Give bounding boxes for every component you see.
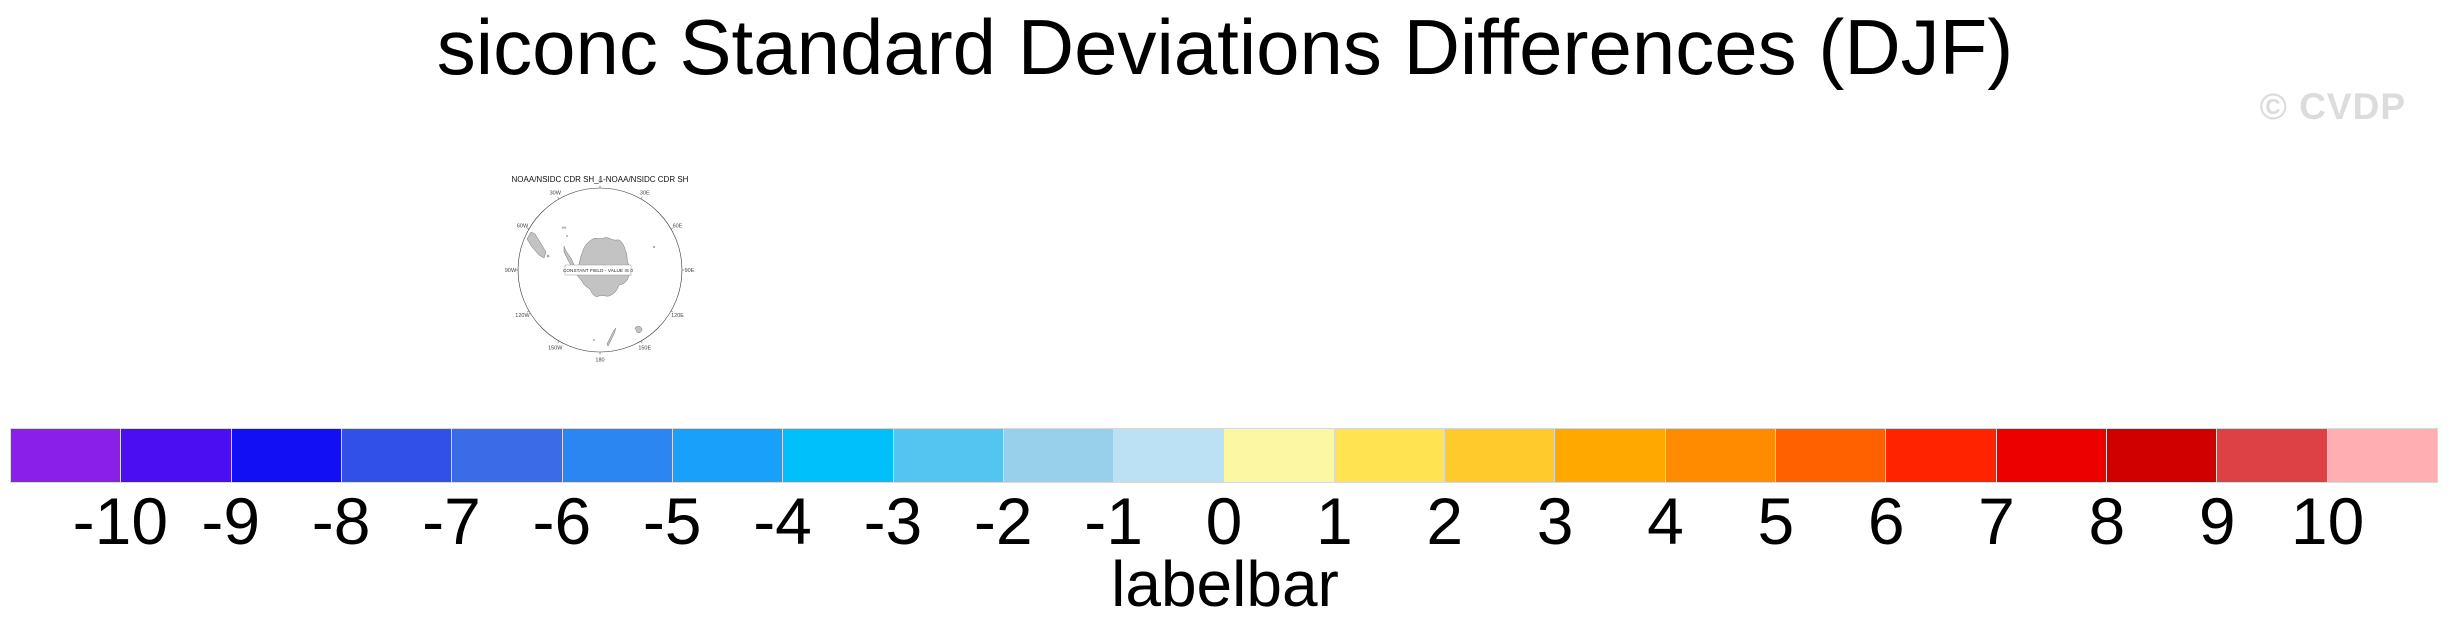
colorbar [10,428,2438,483]
colorbar-box [11,429,121,482]
small-island [593,339,595,341]
map-lon-tick [526,310,530,313]
colorbar-tick-label: -6 [532,484,592,558]
map-lon-label: 0 [598,179,601,185]
map-lon-label: 60W [517,223,529,229]
colorbar-box [1886,429,1996,482]
colorbar-box [2327,429,2437,482]
colorbar-box [1003,429,1114,482]
south-georgia-island [561,226,567,229]
constant-field-note-box [564,264,632,276]
map-lon-tick [670,310,674,313]
south-america-tip [526,231,547,259]
colorbar-tick-label: -1 [1084,484,1143,558]
tierra-del-fuego-island [546,254,550,258]
map-lon-tick [557,196,560,200]
map-lon-tick [557,340,560,344]
colorbar-tick-label: 9 [2198,484,2236,558]
colorbar-tick-label: -9 [201,484,261,558]
colorbar-tick-label: 7 [1978,484,2015,558]
colorbar-ticks: -10 -9 -8 -7 -6 -5 -4 -3 -2 -1 0 1 2 3 4 5 6 7 8 9 10 [10,484,2438,558]
colorbar-tick-label: -4 [753,484,812,558]
map-lon-tick [526,227,530,230]
map-lon-label: 120E [671,313,684,319]
colorbar-tick-label: 2 [1426,484,1464,558]
colorbar-box [893,429,1003,482]
colorbar-title: labelbar [1111,548,1339,620]
colorbar-tick-label: -3 [863,484,923,558]
south-polar-map: NOAA/NSIDC CDR SH_1-NOAA/NSIDC CDR SH 0 3… [505,175,695,364]
map-lon-label: 60E [673,223,683,229]
colorbar-box [452,429,562,482]
colorbar-box [1224,429,1334,482]
colorbar-tick-label: -8 [311,484,371,558]
map-panel-title: NOAA/NSIDC CDR SH_1-NOAA/NSIDC CDR SH [512,175,689,184]
colorbar-box [562,429,672,482]
colorbar-box [1445,429,1555,482]
map-lon-label: 90W [505,268,517,274]
colorbar-tick-label: -10 [72,484,169,558]
colorbar-box [1334,429,1445,482]
colorbar-tick-label: 4 [1647,484,1684,558]
map-lon-tick [670,227,674,230]
colorbar-tick-label: -2 [973,484,1033,558]
colorbar-box [121,429,231,482]
colorbar-tick-label: 6 [1867,484,1905,558]
colorbar-tick-label: 0 [1205,484,1243,558]
map-lon-tick [640,340,643,344]
map-lon-label: 150E [638,346,651,352]
map-lon-label: 150W [548,346,563,352]
colorbar-box [672,429,783,482]
colorbar-box [2106,429,2217,482]
colorbar-box [2217,429,2327,482]
colorbar-tick-label: 1 [1316,484,1353,558]
map-lon-tick [640,196,643,200]
colorbar-box [341,429,452,482]
colorbar-box [1776,429,1886,482]
colorbar-box [231,429,341,482]
tasmania [634,325,643,334]
map-lon-label: 180 [595,358,604,364]
small-island [566,235,568,237]
map-lon-labels: 0 30E 60E 90E 120E 150E 180 150W 120W 90W 60W 30W [505,179,695,364]
new-zealand [606,327,617,347]
colorbar-box [1996,429,2106,482]
kerguelen-island [652,245,656,249]
constant-field-note: CONSTANT FIELD - VALUE IS 0 [563,268,633,273]
colorbar-box [783,429,893,482]
colorbar-box [1555,429,1665,482]
colorbar-tick-label: 5 [1757,484,1795,558]
colorbar-tick-label: -5 [642,484,702,558]
polar-map-panel: NOAA/NSIDC CDR SH_1-NOAA/NSIDC CDR SH 0 3… [500,168,700,368]
map-lon-ticks [515,185,685,355]
page-title: siconc Standard Deviations Differences (… [436,3,2014,91]
map-lon-label: 30W [550,190,562,196]
colorbar-box [1114,429,1224,482]
colorbar-box [1665,429,1775,482]
colorbar-tick-label: 8 [2088,484,2126,558]
cvdp-watermark: © CVDP [2259,86,2406,127]
map-lon-label: 120W [515,313,530,319]
colorbar-tick-label: 3 [1536,484,1574,558]
colorbar-tick-label: 10 [2290,484,2365,558]
colorbar-tick-label: -7 [422,484,481,558]
map-lon-label: 90E [685,268,695,274]
map-lon-label: 30E [640,190,650,196]
